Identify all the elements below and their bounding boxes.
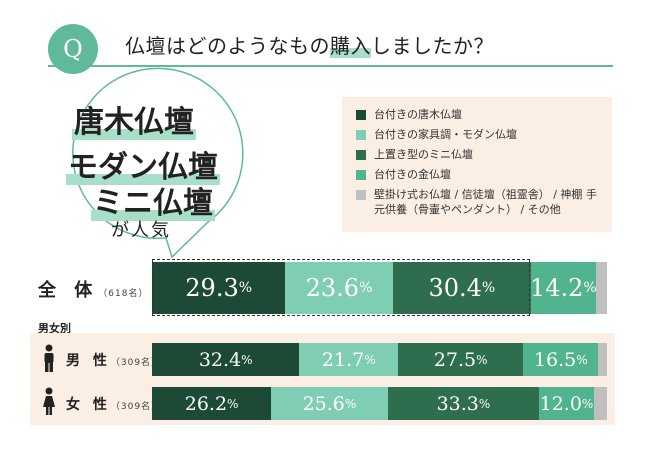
male-icon [44,344,54,372]
data-label: 12.0 [539,392,582,415]
data-label: 27.5 [433,348,477,371]
data-label: 21.7 [321,348,365,371]
data-label-unit: % [227,396,239,411]
legend-swatch [356,190,366,200]
group-label: 男女別 [38,322,71,335]
row-label-female: 女 性（309名） [66,394,161,414]
bar-segment-1-1: 29.3% [152,262,286,314]
legend-swatch [356,170,366,180]
legend-swatch [356,130,366,140]
data-label: 29.3 [185,274,239,302]
row-label-total: 全 体（618名） [38,276,148,302]
legend-item-1: 台付きの唐木仏壇 [356,107,600,122]
data-label-unit: % [344,396,357,411]
legend-item-3: 上置き型のミニ仏壇 [356,147,600,162]
data-label: 25.6 [302,392,345,415]
legend-item-2: 台付きの家具調・モダン仏壇 [356,127,600,142]
bar-segment-3-5 [593,387,607,420]
row-label-total-text: 全 体 [38,280,99,301]
bar-segment-1-4: 14.2% [531,262,596,314]
data-label-unit: % [581,396,594,411]
data-label: 26.2 [184,392,228,415]
callout-line-1: 唐木仏壇 [72,105,196,140]
bar-segment-2-4: 16.5% [523,343,599,376]
data-label-unit: % [476,352,488,367]
bar-male: 32.4% 21.7% 27.5% 16.5% [152,343,607,376]
row-label-male: 男 性（309名） [66,350,161,370]
data-label-unit: % [583,280,596,296]
data-label: 33.3 [436,392,479,415]
total-highlight-frame [152,259,530,316]
legend-label: 台付きの家具調・モダン仏壇 [374,128,517,141]
callout-line-2: モダン仏壇 [66,150,220,185]
title-rule [48,65,613,67]
data-label-unit: % [359,280,373,296]
bar-segment-2-5 [598,343,607,376]
legend: 台付きの唐木仏壇台付きの家具調・モダン仏壇 上置き型のミニ仏壇 台付きの金仏壇壁掛け… [342,97,612,232]
bar-segment-2-3: 27.5% [398,343,524,376]
bar-segment-2-1: 32.4% [152,343,300,376]
question-title: 仏壇はどのようなもの購入しましたか？ [125,30,494,59]
question-post: しましたか？ [371,34,494,58]
bar-segment-3-4: 12.0% [539,387,594,420]
row-label-total-n: （618名） [98,289,149,299]
callout-line-4: が人気 [111,220,171,241]
legend-swatch [356,150,366,160]
data-label-unit: % [238,280,253,296]
row-label-female-n: （309名） [110,402,162,412]
row-label-female-text: 女 性 [66,397,111,413]
data-label: 23.6 [305,274,360,302]
bar-female: 26.2% 25.6% 33.3% 12.0% [152,387,607,420]
data-label-unit: % [481,280,496,296]
data-label: 32.4 [198,348,242,371]
question-highlight: 購入 [330,34,371,58]
bar-segment-1-3: 30.4% [392,262,531,314]
bar-segment-2-2: 21.7% [299,343,399,376]
callout-line-3: ミニ仏壇 [91,186,215,221]
legend-label: 壁掛け式お仏壇 / 信徒壇（祖霊舎） / 神棚 手元供養（骨壷やペンダント） /… [374,188,597,216]
legend-item-5: 壁掛け式お仏壇 / 信徒壇（祖霊舎） / 神棚 手元供養（骨壷やペンダント） /… [356,187,600,217]
legend-swatch [356,110,366,120]
data-label: 30.4 [428,274,482,302]
data-label-unit: % [241,352,253,367]
bar-segment-3-2: 25.6% [271,387,388,420]
female-icon [43,387,55,415]
data-label: 16.5 [533,348,577,371]
bar-segment-1-5 [595,262,607,314]
legend-label: 台付きの唐木仏壇 [374,108,462,121]
row-label-male-n: （309名） [110,358,162,368]
data-label-unit: % [478,396,491,411]
question-pre: 仏壇はどのようなもの [125,34,330,58]
data-label-unit: % [576,352,588,367]
data-label-unit: % [364,352,376,367]
data-label: 14.2 [531,274,584,302]
bar-total: 29.3% 23.6% 30.4% 14.2% [152,262,607,314]
bar-segment-3-3: 33.3% [387,387,540,420]
bar-segment-3-1: 26.2% [152,387,272,420]
bar-segment-1-2: 23.6% [285,262,393,314]
row-label-male-text: 男 性 [66,353,111,369]
legend-item-4: 台付きの金仏壇 [356,167,600,182]
legend-label: 上置き型のミニ仏壇 [374,148,473,161]
legend-label: 台付きの金仏壇 [374,168,451,181]
